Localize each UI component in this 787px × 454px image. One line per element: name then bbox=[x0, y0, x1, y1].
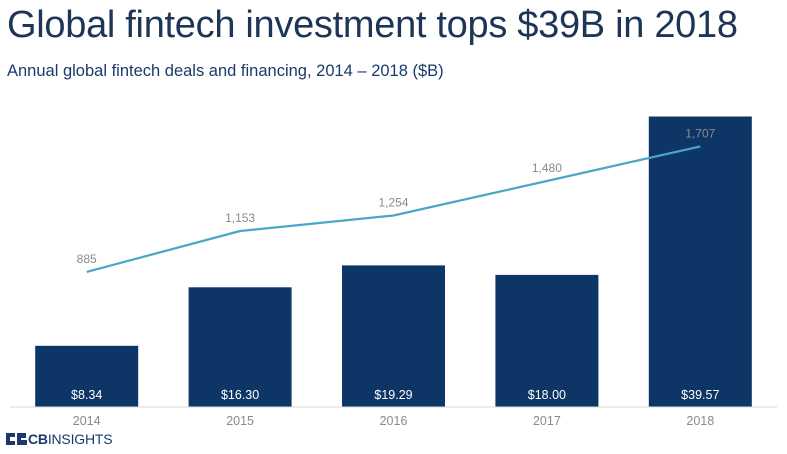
chart-subtitle: Annual global fintech deals and financin… bbox=[7, 62, 444, 80]
x-tick-label-2014: 2014 bbox=[73, 414, 101, 428]
bar-2016 bbox=[342, 265, 445, 407]
logo-text-bold: CB bbox=[28, 431, 48, 447]
logo-text-rest: INSIGHTS bbox=[47, 431, 113, 447]
x-tick-label-2016: 2016 bbox=[380, 414, 408, 428]
x-tick-label-2018: 2018 bbox=[686, 414, 714, 428]
bar-2015 bbox=[188, 287, 292, 407]
cb-logo-icon bbox=[6, 433, 27, 445]
bar-2018 bbox=[648, 116, 752, 407]
bar-value-label-2018: $39.57 bbox=[681, 388, 719, 402]
line-value-label-2015: 1,153 bbox=[225, 211, 255, 225]
line-series: 885 1,153 1,254 1,480 1,707 bbox=[77, 126, 716, 273]
bar-2014 bbox=[35, 345, 139, 407]
bar-value-label-2016: $19.29 bbox=[374, 388, 412, 402]
line-value-label-2017: 1,480 bbox=[532, 161, 562, 175]
bar-value-label-2015: $16.30 bbox=[221, 388, 259, 402]
cb-insights-logo: CBINSIGHTS bbox=[6, 431, 113, 447]
x-tick-label-2017: 2017 bbox=[533, 414, 561, 428]
logo-text: CBINSIGHTS bbox=[28, 431, 113, 447]
bar-value-label-2017: $18.00 bbox=[528, 388, 566, 402]
chart-title: Global fintech investment tops $39B in 2… bbox=[7, 4, 738, 46]
bar-2017 bbox=[495, 274, 599, 407]
x-axis: 2014 2015 2016 2017 2018 bbox=[10, 406, 777, 428]
x-tick-label-2015: 2015 bbox=[226, 414, 254, 428]
line-value-label-2014: 885 bbox=[77, 252, 97, 266]
bar-series: $8.34 $16.30 $19.29 $18.00 $39.57 bbox=[35, 116, 752, 407]
line-value-label-2016: 1,254 bbox=[378, 196, 408, 210]
line-value-label-2018: 1,707 bbox=[685, 126, 715, 140]
deals-line bbox=[86, 145, 701, 273]
bar-value-label-2014: $8.34 bbox=[71, 388, 102, 402]
